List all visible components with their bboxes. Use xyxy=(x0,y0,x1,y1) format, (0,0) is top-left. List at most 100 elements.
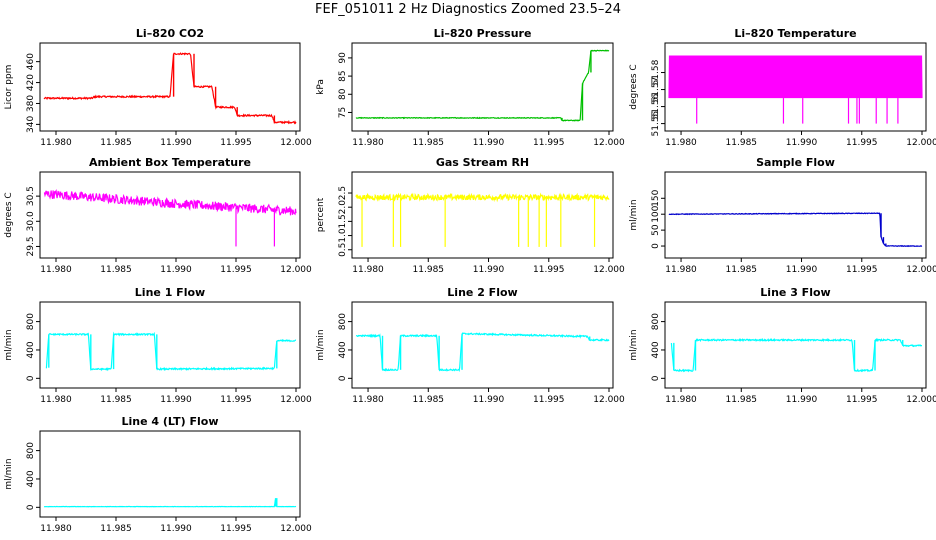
x-tick-label: 11.980 xyxy=(665,265,697,275)
chart-panel-9: Line 3 Flow 11.980 11.985 11.990 11.995 12.00… xyxy=(629,286,936,405)
y-tick-label: 1.5 xyxy=(338,214,348,228)
y-axis-label: ml/min xyxy=(629,329,639,360)
chart-panel-10: Line 4 (LT) Flow 11.980 11.985 11.990 11.995… xyxy=(4,415,312,534)
chart-title: Gas Stream RH xyxy=(436,156,529,169)
y-tick-label: 51.58 xyxy=(651,59,661,85)
plot-frame xyxy=(664,171,927,259)
y-tick-label: 340 xyxy=(26,116,36,133)
y-tick-label: 50 xyxy=(651,224,661,236)
data-series-line xyxy=(670,337,922,373)
y-tick-label: 420 xyxy=(26,74,36,91)
y-tick-label: 150 xyxy=(651,189,661,206)
y-tick-label: 400 xyxy=(651,341,661,358)
y-tick-label: 51.55 xyxy=(651,111,661,137)
chart-title: Li–820 CO2 xyxy=(136,27,204,40)
series-group xyxy=(668,212,923,248)
x-tick-label: 11.980 xyxy=(352,265,384,275)
x-tick-label: 11.995 xyxy=(533,395,565,405)
plot-frame xyxy=(39,430,301,518)
x-tick-label: 11.995 xyxy=(220,265,252,275)
chart-panel-8: Line 2 Flow 11.980 11.985 11.990 11.995 12.00… xyxy=(316,286,625,405)
data-series-line xyxy=(668,55,923,99)
x-tick-label: 12.000 xyxy=(280,138,312,148)
y-tick-label: 0 xyxy=(651,375,661,381)
chart-title: Li–820 Pressure xyxy=(434,27,532,40)
x-tick-label: 11.995 xyxy=(220,395,252,405)
data-series-line xyxy=(668,212,923,248)
x-tick-label: 11.990 xyxy=(160,524,192,534)
y-tick-label: 0 xyxy=(26,375,36,381)
y-axis-label: ml/min xyxy=(629,199,639,230)
plot-frame xyxy=(664,301,927,389)
chart-panel-7: Line 1 Flow 11.980 11.985 11.990 11.995 12.00… xyxy=(4,286,312,405)
x-tick-label: 11.990 xyxy=(473,395,505,405)
y-tick-label: 2.0 xyxy=(338,200,348,215)
x-tick-label: 11.980 xyxy=(40,138,72,148)
data-series-line xyxy=(355,192,610,203)
plot-frame xyxy=(351,171,614,259)
x-tick-label: 12.000 xyxy=(593,265,625,275)
x-tick-label: 11.985 xyxy=(413,265,445,275)
x-tick-label: 11.985 xyxy=(726,138,758,148)
y-axis-label: degrees C xyxy=(4,192,14,237)
x-tick-label: 11.990 xyxy=(473,138,505,148)
x-tick-label: 11.985 xyxy=(100,524,132,534)
x-tick-label: 11.990 xyxy=(473,265,505,275)
y-tick-label: 80 xyxy=(338,88,348,100)
x-tick-label: 11.990 xyxy=(160,395,192,405)
y-tick-label: 85 xyxy=(338,70,348,81)
x-tick-label: 11.990 xyxy=(786,265,818,275)
x-tick-label: 12.000 xyxy=(280,524,312,534)
series-group xyxy=(355,192,610,247)
plot-frame xyxy=(351,42,614,132)
x-tick-label: 11.995 xyxy=(846,265,878,275)
plot-frame xyxy=(664,42,927,132)
x-tick-label: 12.000 xyxy=(906,265,936,275)
chart-title: Line 1 Flow xyxy=(135,286,205,299)
x-tick-label: 11.990 xyxy=(160,138,192,148)
y-axis-label: ml/min xyxy=(316,329,326,360)
series-group xyxy=(670,337,922,373)
x-tick-label: 12.000 xyxy=(280,395,312,405)
x-tick-label: 11.980 xyxy=(665,138,697,148)
series-group xyxy=(355,49,610,122)
x-tick-label: 11.995 xyxy=(533,265,565,275)
chart-title: Line 2 Flow xyxy=(447,286,517,299)
y-tick-label: 0 xyxy=(26,504,36,510)
chart-panel-6: Sample Flow 11.980 11.985 11.990 11.995 12.00… xyxy=(629,156,936,275)
y-tick-label: 51.56 xyxy=(651,93,661,119)
x-tick-label: 11.985 xyxy=(100,395,132,405)
data-series-line xyxy=(355,49,610,122)
x-tick-label: 11.995 xyxy=(220,524,252,534)
x-tick-label: 11.990 xyxy=(786,138,818,148)
y-tick-label: 380 xyxy=(26,95,36,112)
chart-title: Li–820 Temperature xyxy=(734,27,856,40)
page-title: FEF_051011 2 Hz Diagnostics Zoomed 23.5–… xyxy=(315,2,621,17)
chart-panel-3: Li–820 Temperature 11.980 11.985 11.990 11.9… xyxy=(629,27,936,148)
series-group xyxy=(45,331,297,372)
y-tick-label: 800 xyxy=(651,313,661,330)
y-tick-label: 460 xyxy=(26,53,36,70)
series-group xyxy=(43,498,297,508)
x-tick-label: 11.980 xyxy=(352,138,384,148)
x-tick-label: 12.000 xyxy=(280,265,312,275)
y-tick-label: 30.5 xyxy=(26,186,36,206)
data-series-line xyxy=(45,331,297,372)
data-series-line xyxy=(355,332,610,372)
y-tick-label: 400 xyxy=(26,470,36,487)
x-tick-label: 11.980 xyxy=(665,395,697,405)
series-group xyxy=(43,52,297,125)
y-tick-label: 400 xyxy=(26,341,36,358)
series-group xyxy=(43,189,297,247)
x-tick-label: 11.995 xyxy=(846,395,878,405)
series-group xyxy=(668,55,923,124)
y-axis-label: kPa xyxy=(316,79,326,95)
plot-frame xyxy=(39,171,301,259)
y-tick-label: 0 xyxy=(651,243,661,249)
y-tick-label: 100 xyxy=(651,205,661,222)
x-tick-label: 12.000 xyxy=(593,395,625,405)
x-tick-label: 11.995 xyxy=(533,138,565,148)
x-tick-label: 11.990 xyxy=(160,265,192,275)
y-axis-label: Licor ppm xyxy=(4,65,14,110)
x-tick-label: 11.985 xyxy=(100,138,132,148)
